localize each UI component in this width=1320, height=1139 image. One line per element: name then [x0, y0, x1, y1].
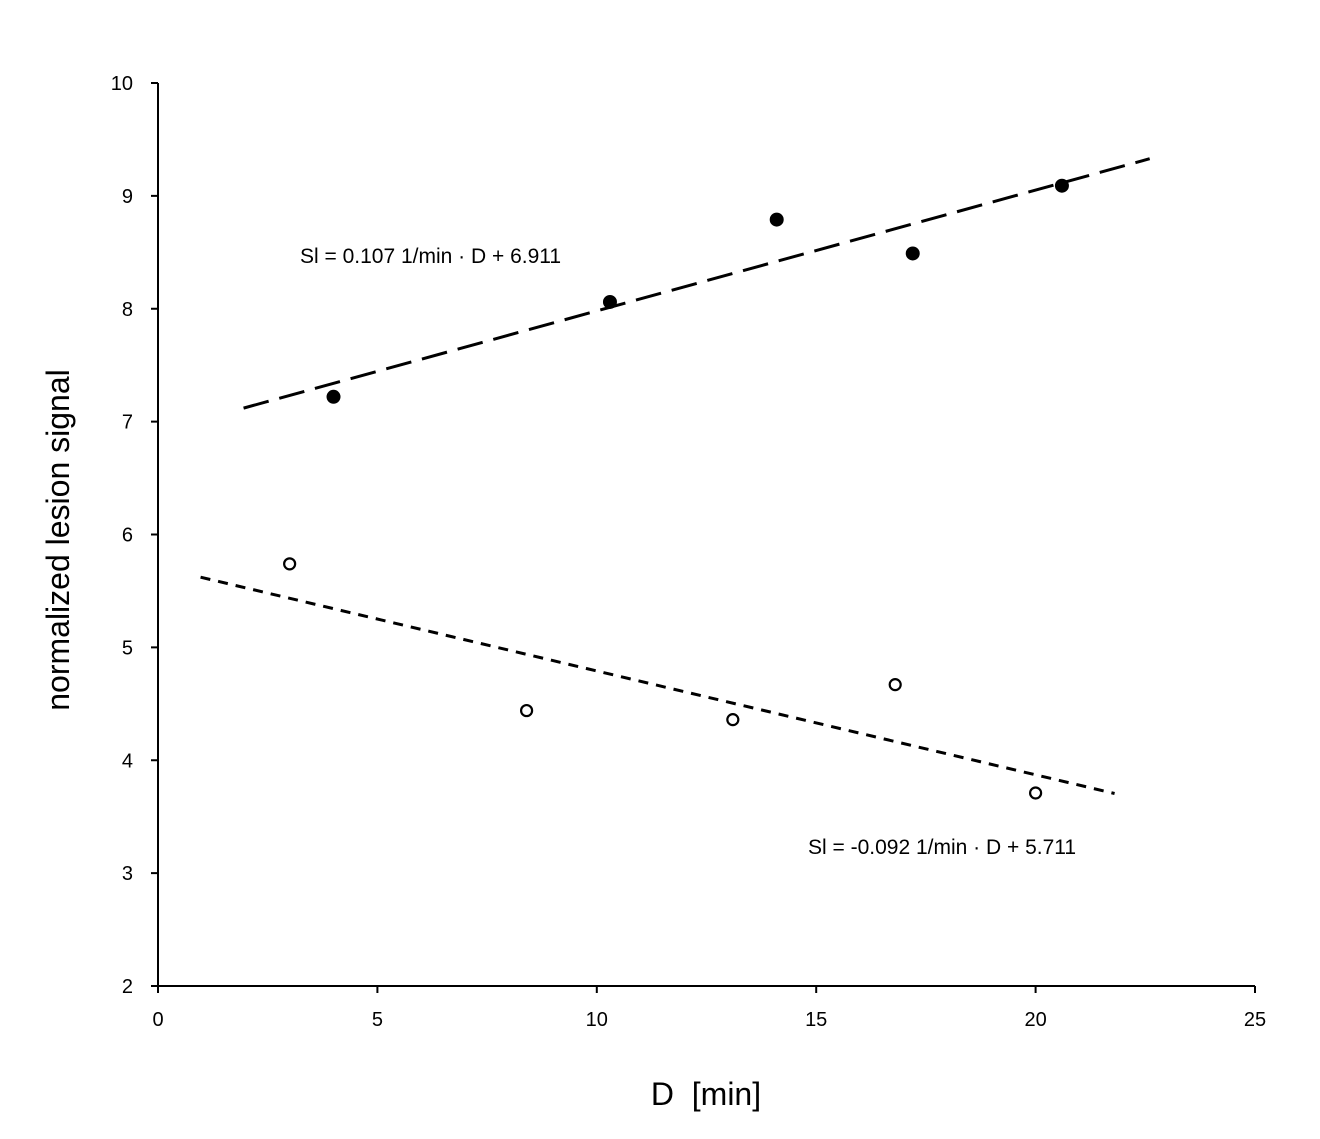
- axes: [157, 83, 1255, 987]
- y-tick-label: 9: [122, 186, 133, 208]
- y-tick-label: 2: [122, 976, 133, 998]
- x-tick-label: 20: [1024, 1009, 1046, 1031]
- ticks: 0 5 10 15 20 25 2 3 4 5 6 7 8 9 10: [111, 73, 1266, 1031]
- data-point-0-1: [602, 294, 617, 309]
- data-point-0-0: [326, 389, 341, 404]
- trendline-1: [200, 575, 1115, 795]
- data-point-0-4: [1054, 178, 1069, 193]
- y-tick-label: 8: [122, 299, 133, 321]
- x-axis-label: D [min]: [651, 1076, 761, 1112]
- x-tick-label: 5: [372, 1009, 383, 1031]
- y-tick-label: 4: [122, 750, 133, 772]
- y-tick-label: 10: [111, 73, 133, 95]
- data-point-1-2: [726, 713, 740, 727]
- trendline-0: [243, 157, 1151, 410]
- data-point-1-4: [1028, 786, 1043, 800]
- data-point-1-0: [283, 557, 297, 571]
- y-tick-label: 3: [122, 863, 133, 885]
- equation-upper: Sl = 0.107 1/min · D + 6.911: [300, 245, 561, 268]
- data-points: [283, 178, 1069, 800]
- x-tick-label: 0: [152, 1009, 163, 1031]
- x-tick-label: 15: [805, 1009, 827, 1031]
- x-tick-label: 10: [586, 1009, 608, 1031]
- data-point-0-3: [905, 246, 920, 261]
- data-point-0-2: [769, 212, 784, 227]
- y-tick-label: 6: [122, 525, 133, 547]
- equation-lower: Sl = -0.092 1/min · D + 5.711: [808, 836, 1076, 859]
- data-point-1-3: [888, 678, 902, 692]
- data-point-1-1: [519, 703, 534, 718]
- y-tick-label: 5: [122, 637, 133, 659]
- x-tick-label: 25: [1244, 1009, 1266, 1031]
- y-axis-label: normalized lesion signal: [40, 369, 76, 711]
- y-tick-label: 7: [122, 412, 133, 434]
- trendlines: [200, 157, 1151, 795]
